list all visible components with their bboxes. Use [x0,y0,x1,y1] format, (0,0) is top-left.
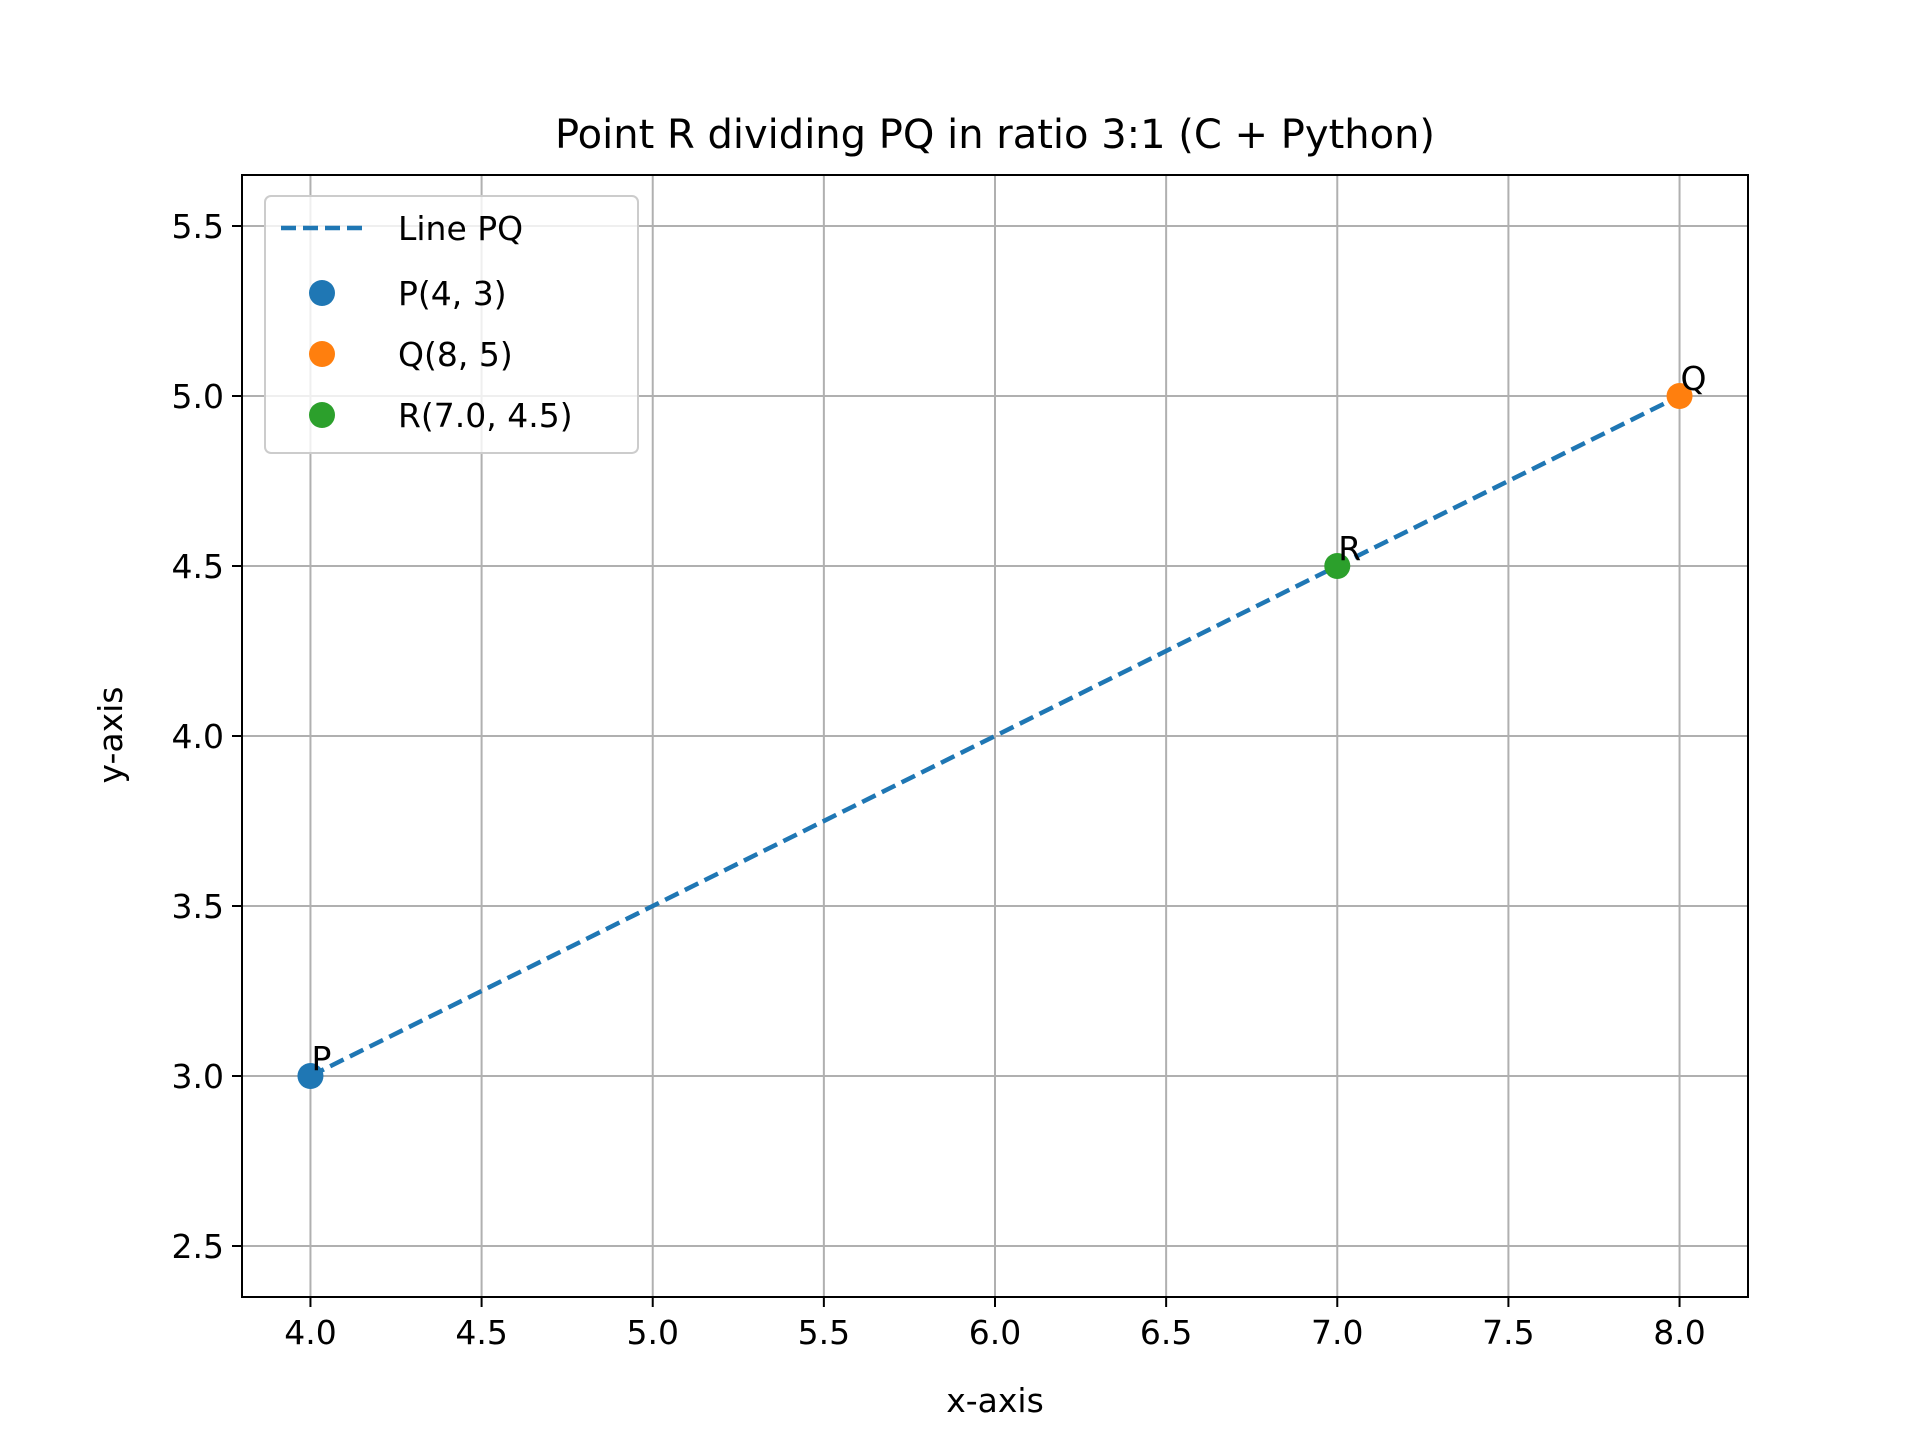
legend-entry-line-pq: Line PQ [398,209,523,248]
legend: Line PQ P(4, 3) Q(8, 5) R(7.0, 4.5) [264,195,639,454]
point-p-label: P [311,1039,331,1078]
x-tick-label: 7.5 [1482,1313,1534,1352]
grid-lines [242,175,1748,1297]
y-tick-label: 5.0 [172,377,224,416]
x-tick-label: 5.5 [798,1313,850,1352]
y-tick-label: 3.5 [172,887,224,926]
x-tick-label: 8.0 [1653,1313,1705,1352]
y-axis-label: y-axis [91,687,130,784]
y-tick-label: 3.0 [172,1057,224,1096]
y-tick-label: 4.5 [172,547,224,586]
x-tick-label: 6.5 [1140,1313,1192,1352]
point-q-marker [1666,383,1693,409]
x-tick-label: 5.0 [626,1313,678,1352]
legend-entry-q: Q(8, 5) [398,335,513,374]
legend-box [264,195,639,454]
y-tick-label: 5.5 [172,207,224,246]
point-q-label: Q [1681,359,1707,398]
legend-swatch-r [309,402,335,428]
x-tick-label: 4.5 [455,1313,507,1352]
axis-ticks: 4.0 4.5 5.0 5.5 6.0 6.5 7.0 7.5 8.0 2.5 3.0 3.5 4.0 4… [172,207,1706,1352]
y-tick-label: 2.5 [172,1227,224,1266]
x-tick-label: 7.0 [1311,1313,1363,1352]
x-axis-label: x-axis [946,1381,1044,1420]
point-p-marker [297,1063,324,1089]
chart-title: Point R dividing PQ in ratio 3:1 (C + Py… [555,112,1435,158]
legend-entry-p: P(4, 3) [398,274,507,313]
point-r-marker [1324,553,1351,579]
line-pq [309,393,1681,1079]
point-r-label: R [1338,529,1361,568]
y-tick-label: 4.0 [172,717,224,756]
legend-swatch-q [309,341,335,367]
plot-series: P Q R [297,359,1707,1089]
legend-entry-r: R(7.0, 4.5) [398,396,573,435]
x-tick-label: 6.0 [969,1313,1021,1352]
x-tick-label: 4.0 [284,1313,336,1352]
legend-swatch-p [309,280,335,306]
